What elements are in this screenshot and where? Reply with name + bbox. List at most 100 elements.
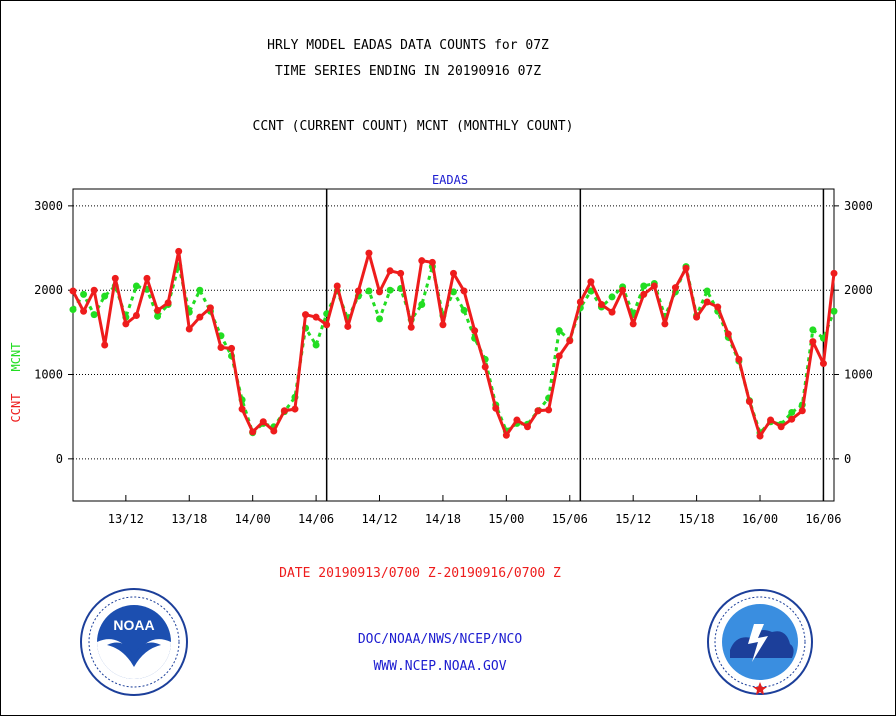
x-tick-label: 13/18 bbox=[171, 512, 207, 526]
data-point-ccnt bbox=[534, 407, 542, 415]
data-point-mcnt bbox=[450, 288, 457, 296]
data-point-ccnt bbox=[481, 363, 489, 371]
data-point-ccnt bbox=[809, 338, 817, 346]
chart-subtitle: CCNT (CURRENT COUNT) MCNT (MONTHLY COUNT… bbox=[252, 119, 574, 134]
data-point-ccnt bbox=[450, 269, 457, 277]
data-point-ccnt bbox=[132, 311, 140, 319]
chart-panel-label: EADAS bbox=[432, 173, 468, 187]
data-point-ccnt bbox=[788, 415, 796, 423]
data-point-ccnt bbox=[777, 423, 785, 431]
data-point-ccnt bbox=[228, 344, 236, 352]
data-point-ccnt bbox=[513, 416, 521, 424]
noaa-logo: NOAA bbox=[80, 588, 188, 696]
data-point-ccnt bbox=[164, 299, 172, 307]
data-point-ccnt bbox=[302, 311, 310, 319]
y-tick-label-left: 3000 bbox=[34, 199, 63, 213]
data-point-ccnt bbox=[122, 320, 130, 328]
data-point-ccnt bbox=[397, 269, 405, 277]
x-tick-label: 15/00 bbox=[488, 512, 524, 526]
data-point-ccnt bbox=[608, 308, 616, 316]
data-point-mcnt bbox=[640, 282, 648, 290]
data-point-mcnt bbox=[587, 287, 595, 295]
data-point-mcnt bbox=[608, 293, 616, 301]
data-point-ccnt bbox=[376, 288, 384, 296]
data-point-ccnt bbox=[354, 287, 362, 295]
data-point-mcnt bbox=[132, 282, 140, 290]
data-point-mcnt bbox=[312, 341, 320, 349]
x-tick-label: 15/06 bbox=[552, 512, 588, 526]
data-point-mcnt bbox=[555, 327, 563, 335]
data-point-ccnt bbox=[280, 407, 288, 415]
data-point-ccnt bbox=[365, 249, 373, 257]
data-point-ccnt bbox=[175, 247, 183, 255]
nws-logo bbox=[707, 589, 813, 695]
y-tick-label-left: 0 bbox=[56, 452, 63, 466]
data-point-ccnt bbox=[185, 325, 193, 333]
data-point-mcnt bbox=[830, 307, 838, 315]
data-point-ccnt bbox=[830, 269, 838, 277]
data-point-ccnt bbox=[206, 304, 214, 312]
x-tick-label: 16/06 bbox=[805, 512, 841, 526]
y-tick-label-right: 3000 bbox=[844, 199, 873, 213]
y-tick-labels: 0 0 1000 1000 2000 2000 3000 3000 bbox=[34, 199, 873, 466]
data-point-mcnt bbox=[365, 287, 373, 295]
data-point-ccnt bbox=[724, 330, 732, 338]
data-point-ccnt bbox=[471, 327, 479, 335]
day-separators bbox=[325, 189, 825, 501]
data-point-ccnt bbox=[154, 306, 162, 314]
data-point-ccnt bbox=[291, 405, 299, 413]
data-point-mcnt bbox=[80, 290, 88, 298]
gridlines bbox=[73, 205, 834, 460]
y-axis-label-mcnt: MCNT bbox=[9, 343, 23, 372]
x-tick-label: 15/18 bbox=[679, 512, 715, 526]
data-point-mcnt bbox=[196, 286, 204, 294]
data-point-ccnt bbox=[671, 284, 679, 292]
data-point-ccnt bbox=[492, 404, 500, 412]
y-tick-label-right: 2000 bbox=[844, 283, 873, 297]
x-tick-label: 14/12 bbox=[361, 512, 397, 526]
data-point-ccnt bbox=[196, 313, 204, 321]
data-point-ccnt bbox=[756, 432, 764, 440]
series-line-ccnt bbox=[71, 249, 836, 438]
data-point-ccnt bbox=[597, 301, 605, 309]
x-tick-label: 15/12 bbox=[615, 512, 651, 526]
data-point-ccnt bbox=[259, 418, 267, 426]
data-point-ccnt bbox=[640, 290, 648, 298]
y-tick-label-right: 1000 bbox=[844, 368, 873, 382]
data-point-ccnt bbox=[323, 321, 331, 329]
data-point-ccnt bbox=[576, 298, 584, 306]
series-ccnt bbox=[69, 247, 838, 440]
y-tick-label-left: 1000 bbox=[34, 368, 63, 382]
data-point-ccnt bbox=[682, 264, 690, 272]
date-range-label: DATE 20190913/0700 Z-20190916/0700 Z bbox=[279, 566, 561, 581]
data-point-ccnt bbox=[333, 282, 341, 290]
org-label: DOC/NOAA/NWS/NCEP/NCO bbox=[357, 632, 523, 647]
data-point-ccnt bbox=[90, 286, 98, 294]
data-point-ccnt bbox=[693, 313, 701, 321]
data-point-ccnt bbox=[714, 303, 722, 311]
data-point-ccnt bbox=[386, 267, 394, 275]
chart-title-line1: HRLY MODEL EADAS DATA COUNTS for 07Z bbox=[267, 38, 549, 53]
data-point-ccnt bbox=[767, 416, 775, 424]
data-point-ccnt bbox=[703, 298, 711, 306]
data-point-mcnt bbox=[809, 326, 817, 334]
data-point-mcnt bbox=[460, 306, 468, 314]
data-point-ccnt bbox=[111, 274, 119, 282]
x-tick-label: 16/00 bbox=[742, 512, 778, 526]
chart-title-line2: TIME SERIES ENDING IN 20190916 07Z bbox=[274, 64, 542, 79]
data-point-mcnt bbox=[788, 408, 796, 416]
x-tick-label: 14/06 bbox=[298, 512, 334, 526]
data-point-mcnt bbox=[154, 312, 162, 320]
data-point-mcnt bbox=[376, 315, 384, 323]
data-point-ccnt bbox=[238, 405, 246, 413]
data-point-ccnt bbox=[101, 341, 109, 349]
data-point-ccnt bbox=[502, 431, 510, 439]
data-point-mcnt bbox=[90, 311, 98, 319]
x-tick-label: 14/00 bbox=[235, 512, 271, 526]
data-point-ccnt bbox=[460, 287, 468, 295]
data-point-ccnt bbox=[819, 360, 827, 368]
data-point-mcnt bbox=[101, 292, 109, 300]
ncep-url-link[interactable]: WWW.NCEP.NOAA.GOV bbox=[373, 659, 507, 674]
data-point-mcnt bbox=[386, 286, 394, 294]
data-point-ccnt bbox=[312, 313, 320, 321]
